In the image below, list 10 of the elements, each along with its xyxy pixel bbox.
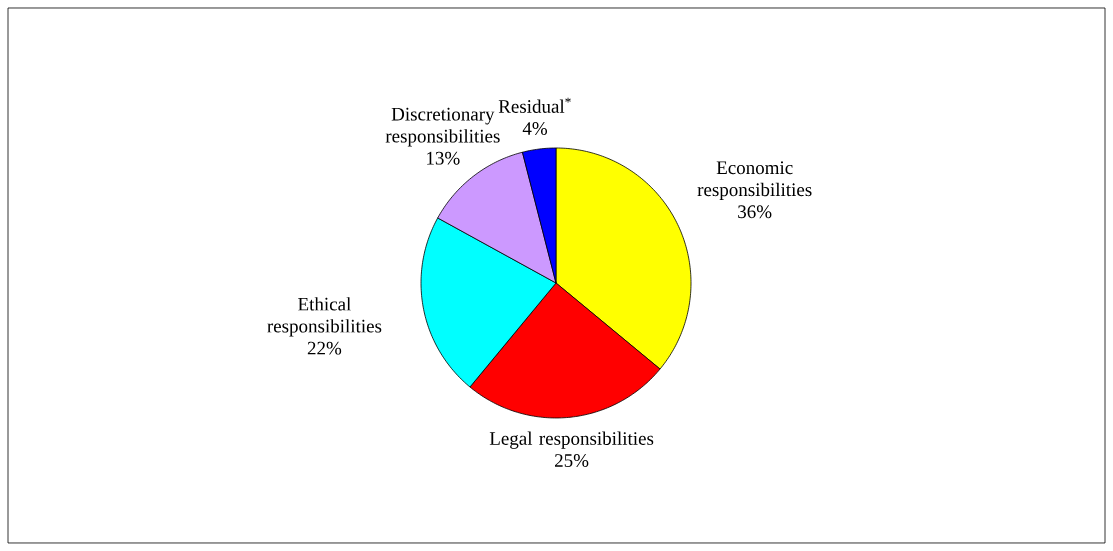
slice-label: Economic responsibilities bbox=[697, 161, 812, 200]
data-label: 13% bbox=[427, 151, 460, 165]
data-label: 25% bbox=[555, 454, 589, 467]
data-label: 36% bbox=[738, 205, 772, 219]
slice-label: Ethical responsibilities bbox=[267, 297, 382, 337]
slice-label: Residual$^{*}$ bbox=[498, 97, 571, 113]
slice-label: Legal responsibilities bbox=[489, 431, 654, 449]
data-label: 4% bbox=[522, 122, 548, 135]
slice-label: Discretionary responsibilities bbox=[385, 107, 500, 147]
data-label: 22% bbox=[307, 341, 342, 355]
